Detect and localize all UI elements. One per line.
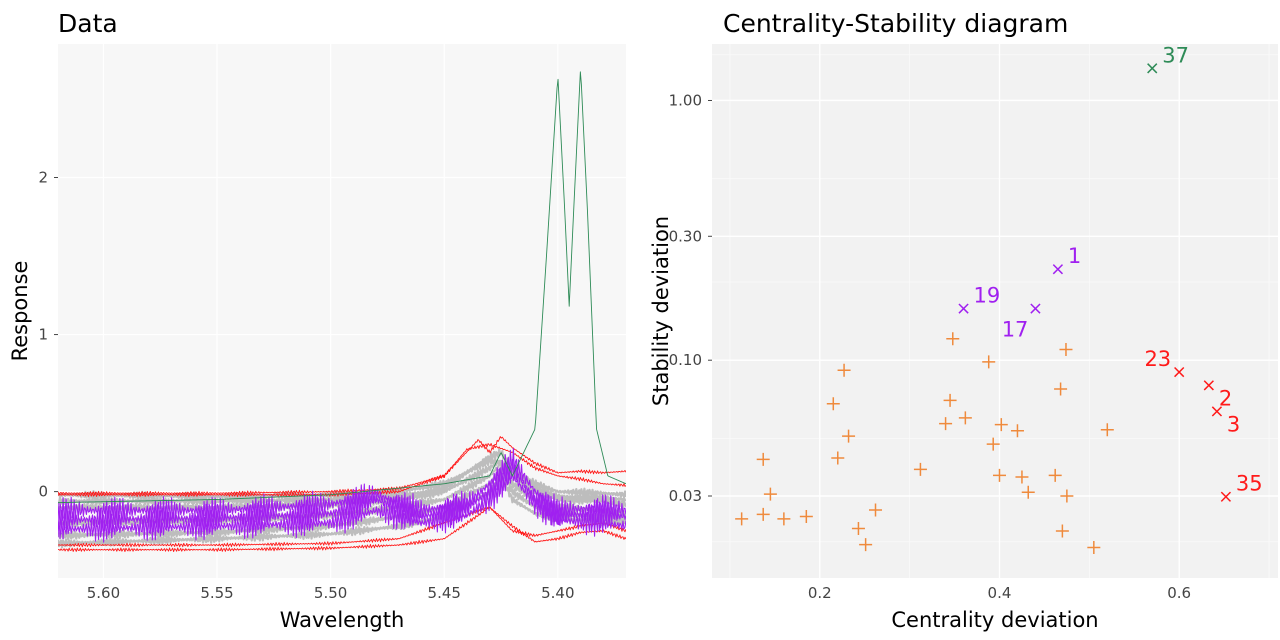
scatter-point-cross <box>1220 491 1232 502</box>
scatter-point-plus <box>1059 342 1073 356</box>
x-tick-label: 0.2 <box>808 584 832 602</box>
x-tick-label: 0.6 <box>1167 584 1191 602</box>
scatter-point-plus <box>1054 382 1068 396</box>
scatter-point-plus <box>756 507 770 521</box>
point-label: 19 <box>974 284 1001 308</box>
series-line-normal <box>58 448 626 506</box>
scatter-point-plus <box>986 437 1000 451</box>
y-tick-label: 2 <box>38 169 48 187</box>
series-line-outlier-purple <box>58 458 626 535</box>
x-tick-label: 5.45 <box>428 584 461 602</box>
scatter-point-plus <box>869 503 883 517</box>
scatter-point-plus <box>851 521 865 535</box>
y-tick-label: 0.03 <box>669 487 702 505</box>
x-axis-title-cs: Centrality deviation <box>891 608 1098 632</box>
x-tick-label: 5.60 <box>87 584 120 602</box>
scatter-point-plus <box>1055 524 1069 538</box>
point-label: 2 <box>1219 386 1232 410</box>
point-label: 1 <box>1068 244 1081 268</box>
scatter-point-plus <box>842 429 856 443</box>
point-label: 23 <box>1144 347 1171 371</box>
scatter-point-plus <box>777 512 791 526</box>
y-tick-label: 0.10 <box>669 351 702 369</box>
point-label: 3 <box>1227 412 1240 436</box>
x-tick-label: 5.40 <box>541 584 574 602</box>
scatter-point-plus <box>958 411 972 425</box>
scatter-point-plus <box>831 451 845 465</box>
scatter-point-cross <box>1052 264 1064 275</box>
x-axis-title-data: Wavelength <box>280 608 405 632</box>
scatter-point-plus <box>982 355 996 369</box>
scatter-point-plus <box>1015 470 1029 484</box>
scatter-point-plus <box>1087 541 1101 555</box>
scatter-point-cross <box>1174 366 1185 378</box>
scatter-point-cross <box>1147 63 1158 74</box>
x-tick-label: 5.55 <box>200 584 233 602</box>
series-line-outlier-red <box>58 506 626 553</box>
series-line-outlier-red <box>58 506 626 548</box>
scatter-point-plus <box>826 397 840 411</box>
y-axis-title-cs: Stability deviation <box>649 216 673 406</box>
point-label: 37 <box>1162 43 1189 67</box>
scatter-point-cross <box>1203 380 1214 391</box>
scatter-point-plus <box>943 393 957 407</box>
series-lines <box>58 71 626 553</box>
ticks-data: 5.60 5.55 5.50 5.45 5.40 0 1 2 <box>38 169 574 603</box>
y-tick-label: 1 <box>38 326 48 344</box>
series-line-outlier-red <box>58 436 626 496</box>
x-tick-label: 0.4 <box>988 584 1012 602</box>
x-tick-label: 5.50 <box>314 584 347 602</box>
y-axis-title-data: Response <box>8 261 32 362</box>
scatter-point-cross <box>1030 303 1041 314</box>
scatter-point-plus <box>1010 424 1024 438</box>
scatter-point-plus <box>756 452 770 466</box>
scatter-point-plus <box>994 418 1008 432</box>
panel-title-cs: Centrality-Stability diagram <box>723 9 1068 38</box>
scatter-point-plus <box>837 363 851 377</box>
y-tick-label: 0.30 <box>669 227 702 245</box>
point-label: 35 <box>1236 472 1263 496</box>
series-line-outlier-red <box>58 442 626 498</box>
scatter-point-plus <box>763 487 777 501</box>
y-tick-label: 0 <box>38 483 48 501</box>
scatter-point-plus <box>1021 485 1035 499</box>
scatter-point-cross <box>1211 406 1223 417</box>
series-line-outlier-purple <box>58 448 626 526</box>
point-label: 17 <box>1002 318 1029 342</box>
plot-background-cs <box>712 44 1278 578</box>
scatter-point-plus <box>1100 423 1114 437</box>
scatter-point-plus <box>913 462 927 476</box>
scatter-point-plus <box>735 512 749 526</box>
scatter-point-plus <box>939 417 953 431</box>
series-line-outlier-purple <box>58 473 626 543</box>
scatter-point-plus <box>799 510 813 524</box>
y-tick-label: 1.00 <box>669 91 702 109</box>
scatter-point-plus <box>992 468 1006 482</box>
scatter-point-plus <box>859 538 873 552</box>
gridlines-cs <box>712 44 1278 578</box>
scatter-point-plus <box>1060 489 1074 503</box>
plot-area-data <box>58 71 626 553</box>
scatter-point-cross <box>958 303 969 314</box>
scatter-point-plus <box>946 332 960 346</box>
ticks-cs: 0.2 0.4 0.6 0.03 0.10 0.30 1.00 <box>669 91 1192 602</box>
series-line-outlier-green <box>58 71 626 504</box>
panel-title-data: Data <box>58 9 118 38</box>
scatter-point-plus <box>1048 468 1062 482</box>
